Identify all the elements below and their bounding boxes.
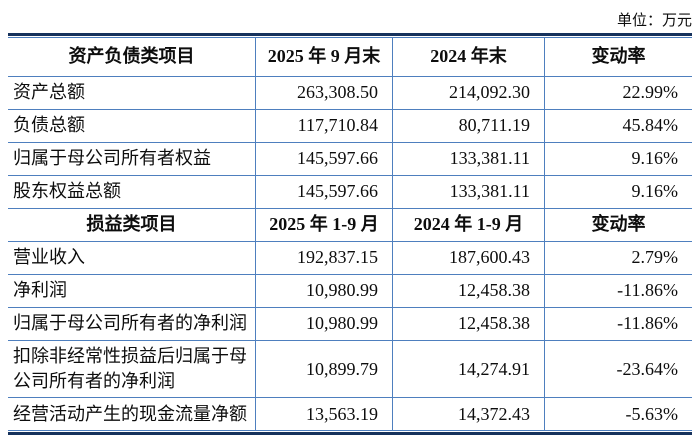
table-row-total-assets: 资产总额 263,308.50 214,092.30 22.99%	[8, 77, 692, 110]
financial-summary-table: 资产负债类项目 2025 年 9 月末 2024 年末 变动率 资产总额 263…	[8, 33, 692, 436]
table-row-operating-cash-flow: 经营活动产生的现金流量净额 13,563.19 14,372.43 -5.63%	[8, 398, 692, 431]
value-cell-current: 192,837.15	[255, 242, 392, 274]
value-cell-change: 45.84%	[544, 110, 692, 142]
value-cell-current: 10,980.99	[255, 308, 392, 340]
table-bottom-border-thick	[8, 432, 692, 436]
row-label-cell: 经营活动产生的现金流量净额	[13, 403, 247, 424]
row-label-cell: 股东权益总额	[13, 181, 121, 202]
value-cell-change: 9.16%	[544, 143, 692, 175]
row-label-cell: 归属于母公司所有者的净利润	[13, 313, 247, 334]
value-cell-current: 117,710.84	[255, 110, 392, 142]
value-cell-change: 22.99%	[544, 77, 692, 109]
row-label-cell: 资产总额	[13, 82, 85, 103]
table-row-parent-equity: 归属于母公司所有者权益 145,597.66 133,381.11 9.16%	[8, 143, 692, 176]
value-cell-prior: 14,274.91	[392, 341, 544, 398]
value-cell-change: 9.16%	[544, 176, 692, 208]
header-cell-period-current: 2025 年 1-9 月	[255, 209, 392, 241]
table-row-parent-net-profit: 归属于母公司所有者的净利润 10,980.99 12,458.38 -11.86…	[8, 308, 692, 341]
table-top-border-gap	[8, 36, 692, 37]
value-cell-current: 145,597.66	[255, 143, 392, 175]
header-cell-item-type: 资产负债类项目	[68, 46, 195, 67]
value-cell-prior: 12,458.38	[392, 275, 544, 307]
unit-label: 单位：万元	[616, 13, 692, 29]
value-cell-prior: 133,381.11	[392, 143, 544, 175]
table-row-total-shareholder-equity: 股东权益总额 145,597.66 133,381.11 9.16%	[8, 176, 692, 209]
header-cell-change-rate: 变动率	[544, 38, 692, 76]
value-cell-current: 145,597.66	[255, 176, 392, 208]
table-top-border-thin	[8, 37, 692, 38]
value-cell-change: -5.63%	[544, 398, 692, 431]
value-cell-current: 10,899.79	[255, 341, 392, 398]
header-cell-period-current: 2025 年 9 月末	[255, 38, 392, 76]
table-row-net-profit: 净利润 10,980.99 12,458.38 -11.86%	[8, 275, 692, 308]
row-label-cell: 负债总额	[13, 115, 85, 136]
header-cell-item-type: 损益类项目	[86, 214, 177, 235]
row-label-cell: 归属于母公司所有者权益	[13, 148, 211, 169]
balance-sheet-header-row: 资产负债类项目 2025 年 9 月末 2024 年末 变动率	[8, 38, 692, 77]
table-row-total-liabilities: 负债总额 117,710.84 80,711.19 45.84%	[8, 110, 692, 143]
row-label-cell: 净利润	[13, 280, 67, 301]
value-cell-prior: 12,458.38	[392, 308, 544, 340]
row-label-cell: 扣除非经常性损益后归属于母公司所有者的净利润	[13, 346, 247, 392]
value-cell-current: 13,563.19	[255, 398, 392, 431]
value-cell-change: -11.86%	[544, 275, 692, 307]
table-row-operating-revenue: 营业收入 192,837.15 187,600.43 2.79%	[8, 242, 692, 275]
header-cell-period-prior: 2024 年末	[392, 38, 544, 76]
value-cell-current: 263,308.50	[255, 77, 392, 109]
header-cell-change-rate: 变动率	[544, 209, 692, 241]
value-cell-change: 2.79%	[544, 242, 692, 274]
value-cell-prior: 214,092.30	[392, 77, 544, 109]
value-cell-prior: 187,600.43	[392, 242, 544, 274]
table-row-parent-net-profit-excl-nonrecurring: 扣除非经常性损益后归属于母公司所有者的净利润 10,899.79 14,274.…	[8, 341, 692, 399]
header-cell-period-prior: 2024 年 1-9 月	[392, 209, 544, 241]
table-top-border-thick	[8, 33, 692, 36]
row-label-cell: 营业收入	[13, 247, 85, 268]
value-cell-current: 10,980.99	[255, 275, 392, 307]
value-cell-prior: 14,372.43	[392, 398, 544, 431]
value-cell-change: -23.64%	[544, 341, 692, 398]
value-cell-change: -11.86%	[544, 308, 692, 340]
profit-loss-header-row: 损益类项目 2025 年 1-9 月 2024 年 1-9 月 变动率	[8, 209, 692, 242]
value-cell-prior: 80,711.19	[392, 110, 544, 142]
value-cell-prior: 133,381.11	[392, 176, 544, 208]
